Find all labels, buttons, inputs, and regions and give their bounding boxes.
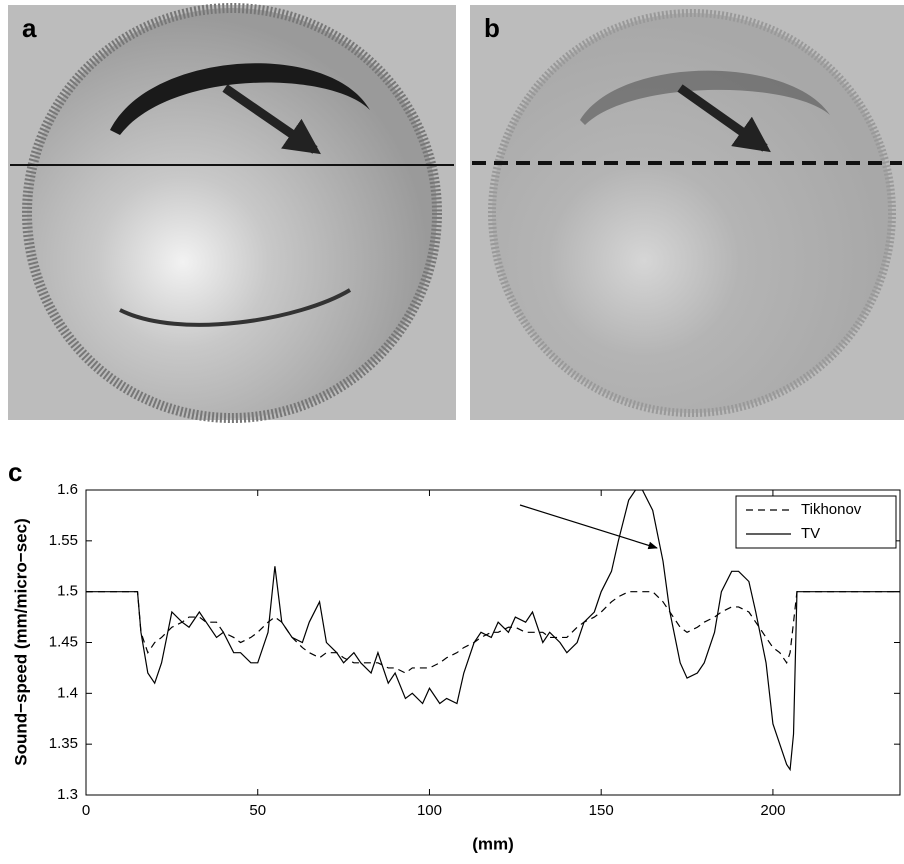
y-tick-label: 1.4 xyxy=(57,684,78,701)
image-a xyxy=(8,3,456,423)
image-b xyxy=(470,5,904,420)
y-tick-label: 1.55 xyxy=(49,532,78,549)
panel-label: c xyxy=(8,457,22,487)
x-tick-label: 50 xyxy=(249,802,266,819)
x-tick-label: 0 xyxy=(82,802,90,819)
panel-label: b xyxy=(484,13,500,43)
y-tick-label: 1.6 xyxy=(57,481,78,498)
legend-box xyxy=(735,495,897,549)
y-tick-label: 1.3 xyxy=(57,786,78,803)
legend-label: Tikhonov xyxy=(801,501,862,518)
y-tick-label: 1.35 xyxy=(49,735,78,752)
x-axis-label: (mm) xyxy=(472,834,514,853)
y-tick-label: 1.5 xyxy=(57,583,78,600)
x-tick-label: 100 xyxy=(417,802,442,819)
line-series xyxy=(86,490,900,772)
legend-label: TV xyxy=(801,525,820,542)
x-tick-label: 150 xyxy=(589,802,614,819)
annotation-arrow xyxy=(519,504,658,550)
y-tick-label: 1.45 xyxy=(49,633,78,650)
y-axis-label: Sound−speed (mm/micro−sec) xyxy=(11,518,30,766)
x-tick-label: 200 xyxy=(760,802,785,819)
panel-label: a xyxy=(22,13,37,43)
